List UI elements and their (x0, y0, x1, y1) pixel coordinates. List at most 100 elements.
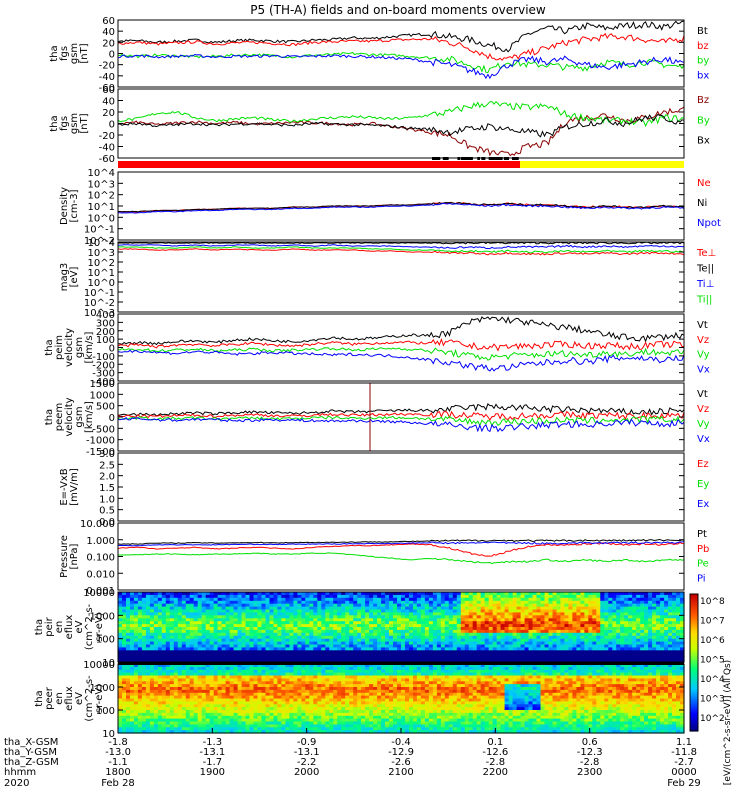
y-axis-label: [nT] (79, 43, 90, 63)
spectrogram-cell (325, 650, 330, 654)
spectrogram-cell (493, 615, 498, 619)
spectrogram-cell (461, 650, 466, 654)
spectrogram-cell (401, 598, 406, 602)
spectrogram-cell (433, 633, 438, 637)
spectrogram-cell (600, 615, 605, 619)
spectrogram-cell (321, 615, 326, 619)
spectrogram-cell (545, 615, 550, 619)
spectrogram-cell (405, 598, 410, 602)
spectrogram-cell (373, 633, 378, 637)
spectrogram-cell (489, 650, 494, 654)
legend-label: Ez (697, 459, 709, 470)
spectrogram-cell (118, 598, 123, 602)
spectrogram-cell (297, 650, 302, 654)
spectrogram-cell (541, 598, 546, 602)
spectrogram-cell (672, 598, 677, 602)
spectrogram-cell (620, 650, 625, 654)
spectrogram-cell (365, 650, 370, 654)
spectrogram-cell (572, 598, 577, 602)
spectrogram-cell (210, 598, 215, 602)
y-tick-label: 0.100 (86, 553, 115, 564)
legend-label: Pi (697, 573, 706, 584)
spectrogram-cell (656, 615, 661, 619)
spectrogram-cell (560, 633, 565, 637)
spectrogram-cell (445, 633, 450, 637)
spectrogram-cell (142, 633, 147, 637)
spectrogram-cell (644, 650, 649, 654)
spectrogram-cell (477, 650, 482, 654)
spectrogram-cell (461, 615, 466, 619)
spectrogram-cell (664, 615, 669, 619)
spectrogram-cell (572, 650, 577, 654)
spectrogram-cell (361, 598, 366, 602)
spectrogram-cell (377, 650, 382, 654)
spectrogram-cell (190, 598, 195, 602)
spectrogram-cell (305, 633, 310, 637)
spectrogram-cell (134, 598, 139, 602)
spectrogram-cell (509, 598, 514, 602)
spectrogram-cell (608, 615, 613, 619)
spectrogram-cell (465, 633, 470, 637)
y-tick-label: -60 (99, 154, 115, 165)
spectrogram-cell (218, 598, 223, 602)
spectrogram-cell (568, 615, 573, 619)
spectrogram-cell (401, 633, 406, 637)
spectrogram-cell (676, 598, 681, 602)
spectrogram-cell (222, 598, 227, 602)
spectrogram-cell (341, 633, 346, 637)
spectrogram-cell (624, 633, 629, 637)
spectrogram-cell (154, 650, 159, 654)
spectrogram-cell (636, 633, 641, 637)
spectrogram-cell (337, 598, 342, 602)
spectrogram-cell (405, 650, 410, 654)
y-tick-label: 60 (102, 16, 115, 27)
y-tick-label: 40 (102, 97, 115, 108)
legend-label: Pe (697, 559, 709, 570)
spectrogram-cell (409, 615, 414, 619)
spectrogram-cell (676, 650, 681, 654)
spectrogram-cell (285, 598, 290, 602)
spectrogram-cell (545, 633, 550, 637)
spectrogram-cell (397, 633, 402, 637)
y-axis-label: [eV] (69, 267, 80, 288)
spectrogram-cell (289, 615, 294, 619)
spectrogram-cell (254, 650, 259, 654)
spectrogram-cell (194, 615, 199, 619)
spectrogram-cell (170, 615, 175, 619)
legend-label: Ti⊥ (696, 279, 714, 290)
spectrogram-cell (154, 615, 159, 619)
spectrogram-cell (270, 598, 275, 602)
spectrogram-cell (620, 633, 625, 637)
spectrogram-cell (373, 598, 378, 602)
spectrogram-cell (293, 598, 298, 602)
spectrogram-cell (517, 598, 522, 602)
spectrogram-cell (345, 598, 350, 602)
spectrogram-cell (345, 633, 350, 637)
spectrogram-cell (449, 650, 454, 654)
spectrogram-cell (588, 598, 593, 602)
spectrogram-cell (250, 615, 255, 619)
spectrogram-cell (341, 650, 346, 654)
spectrogram-cell (337, 650, 342, 654)
y-tick-label: 0 (109, 413, 115, 424)
spectrogram-cell (317, 650, 322, 654)
spectrogram-cell (266, 615, 271, 619)
spectrogram-cell (146, 598, 151, 602)
spectrogram-cell (373, 650, 378, 654)
spectrogram-cell (397, 615, 402, 619)
spectrogram-cell (150, 598, 155, 602)
spectrogram-cell (281, 598, 286, 602)
y-tick-label: 0 (109, 120, 115, 131)
spectrogram-cell (636, 598, 641, 602)
spectrogram-cell (377, 598, 382, 602)
spectrogram-cell (234, 633, 239, 637)
spectrogram-cell (182, 650, 187, 654)
legend-label: Bz (697, 95, 709, 106)
spectrogram-cell (166, 615, 171, 619)
spectrogram-cell (206, 650, 211, 654)
spectrogram-cell (660, 598, 665, 602)
spectrogram-cell (393, 650, 398, 654)
legend-label: Npot (697, 218, 721, 229)
spectrogram-cell (628, 650, 633, 654)
